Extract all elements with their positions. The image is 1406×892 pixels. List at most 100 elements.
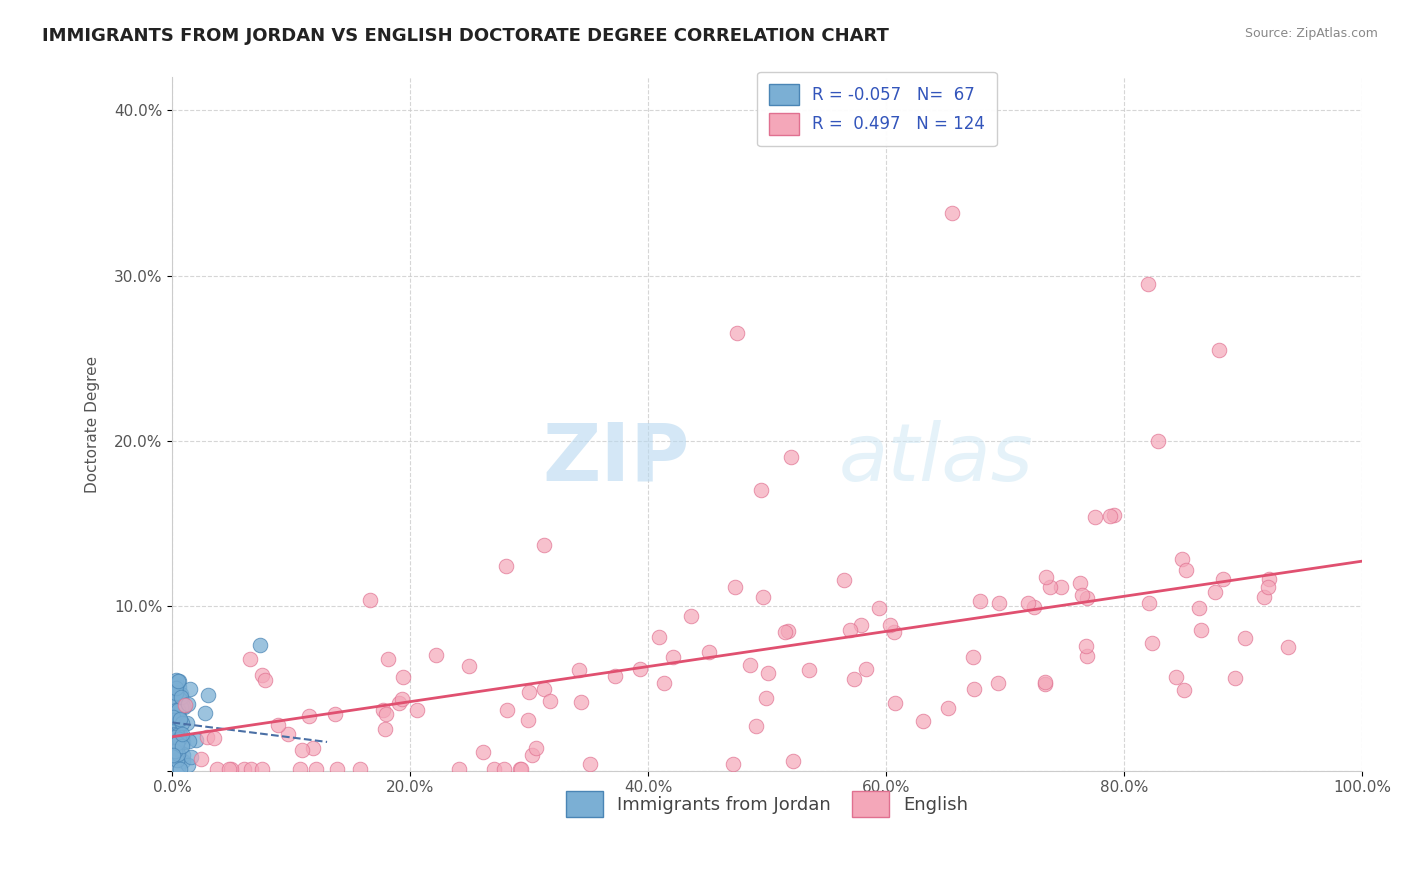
- Point: [166, 740, 188, 755]
- Point: [349, 762, 371, 776]
- Point: [169, 762, 191, 776]
- Text: atlas: atlas: [838, 420, 1033, 498]
- Point: [169, 713, 191, 727]
- Point: [202, 731, 225, 746]
- Point: [778, 624, 800, 638]
- Point: [249, 638, 271, 652]
- Point: [172, 747, 194, 762]
- Point: [509, 762, 531, 776]
- Point: [1174, 563, 1197, 577]
- Point: [538, 694, 561, 708]
- Point: [517, 713, 540, 727]
- Point: [1277, 640, 1299, 654]
- Point: [166, 726, 188, 740]
- Point: [406, 703, 429, 717]
- Point: [1076, 649, 1098, 664]
- Point: [879, 617, 901, 632]
- Point: [724, 580, 747, 594]
- Point: [165, 713, 187, 727]
- Point: [509, 762, 531, 776]
- Point: [162, 700, 184, 714]
- Point: [167, 761, 190, 775]
- Point: [291, 743, 314, 757]
- Point: [1234, 631, 1257, 645]
- Point: [482, 762, 505, 776]
- Point: [425, 648, 447, 662]
- Point: [458, 659, 481, 673]
- Point: [851, 617, 873, 632]
- Point: [166, 709, 188, 723]
- Point: [162, 713, 184, 727]
- Point: [912, 714, 935, 728]
- Point: [326, 762, 349, 776]
- Point: [163, 713, 186, 727]
- Point: [1170, 552, 1192, 566]
- Legend: Immigrants from Jordan, English: Immigrants from Jordan, English: [560, 784, 976, 824]
- Point: [176, 715, 198, 730]
- Point: [1035, 570, 1057, 584]
- Point: [1208, 343, 1230, 357]
- Text: Source: ZipAtlas.com: Source: ZipAtlas.com: [1244, 27, 1378, 40]
- Point: [755, 690, 778, 705]
- Point: [167, 680, 190, 694]
- Point: [359, 593, 381, 607]
- Point: [569, 695, 592, 709]
- Point: [166, 753, 188, 767]
- Point: [1164, 670, 1187, 684]
- Point: [218, 762, 240, 776]
- Point: [752, 590, 775, 604]
- Point: [1257, 580, 1279, 594]
- Point: [179, 681, 201, 696]
- Point: [170, 700, 193, 714]
- Point: [1223, 671, 1246, 685]
- Point: [568, 664, 591, 678]
- Point: [681, 609, 703, 624]
- Point: [163, 745, 186, 759]
- Point: [1050, 581, 1073, 595]
- Point: [855, 662, 877, 676]
- Point: [884, 697, 907, 711]
- Text: ZIP: ZIP: [543, 420, 690, 498]
- Point: [323, 707, 346, 722]
- Point: [517, 684, 540, 698]
- Point: [773, 624, 796, 639]
- Point: [165, 686, 187, 700]
- Point: [868, 601, 890, 615]
- Point: [170, 698, 193, 712]
- Point: [173, 698, 195, 712]
- Point: [1187, 601, 1209, 615]
- Point: [1035, 677, 1057, 691]
- Point: [605, 669, 627, 683]
- Point: [662, 650, 685, 665]
- Point: [301, 740, 323, 755]
- Y-axis label: Doctorate Degree: Doctorate Degree: [86, 356, 100, 492]
- Point: [495, 703, 517, 717]
- Point: [648, 630, 671, 644]
- Point: [297, 708, 319, 723]
- Point: [194, 706, 217, 720]
- Point: [1173, 683, 1195, 698]
- Point: [377, 651, 399, 665]
- Point: [250, 668, 273, 682]
- Point: [579, 756, 602, 771]
- Point: [253, 673, 276, 688]
- Point: [697, 645, 720, 659]
- Point: [219, 762, 242, 776]
- Point: [941, 206, 963, 220]
- Text: IMMIGRANTS FROM JORDAN VS ENGLISH DOCTORATE DEGREE CORRELATION CHART: IMMIGRANTS FROM JORDAN VS ENGLISH DOCTOR…: [42, 27, 889, 45]
- Point: [749, 483, 772, 497]
- Point: [173, 700, 195, 714]
- Point: [1204, 585, 1226, 599]
- Point: [520, 748, 543, 763]
- Point: [495, 558, 517, 573]
- Point: [447, 762, 470, 776]
- Point: [1033, 675, 1056, 690]
- Point: [179, 733, 201, 747]
- Point: [239, 652, 262, 666]
- Point: [172, 699, 194, 714]
- Point: [1070, 588, 1092, 602]
- Point: [1212, 572, 1234, 586]
- Point: [169, 687, 191, 701]
- Point: [170, 739, 193, 753]
- Point: [1039, 580, 1062, 594]
